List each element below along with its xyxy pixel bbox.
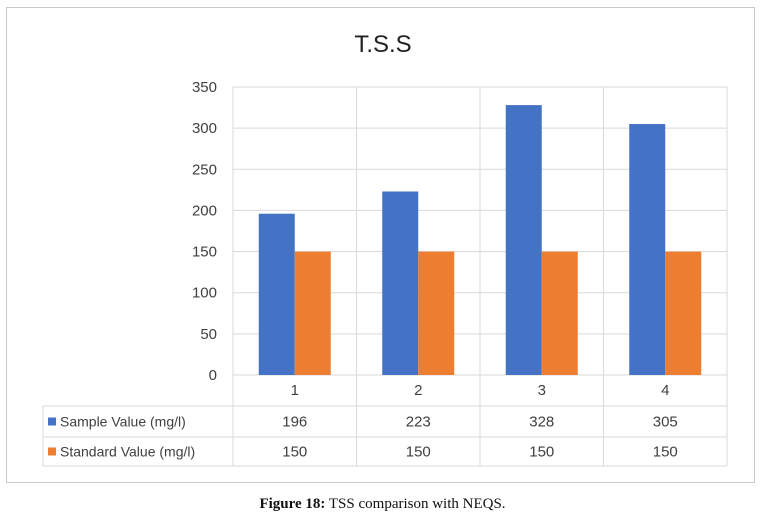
y-tick-label: 100 xyxy=(192,285,217,302)
y-tick-label: 250 xyxy=(192,161,217,178)
chart-title: T.S.S xyxy=(354,31,411,58)
standard-value-bar xyxy=(541,251,578,375)
standard-legend-key xyxy=(48,447,56,456)
standard-value-bar xyxy=(418,251,455,375)
series-name: Standard Value (mg/l) xyxy=(60,444,195,460)
series-name: Sample Value (mg/l) xyxy=(60,414,186,430)
x-tick-label: 3 xyxy=(538,382,546,399)
y-tick-label: 0 xyxy=(209,367,217,384)
y-tick-label: 50 xyxy=(200,326,217,343)
figure-caption: Figure 18: TSS comparison with NEQS. xyxy=(0,496,765,513)
x-tick-label: 2 xyxy=(414,382,422,399)
data-table-value: 223 xyxy=(406,414,431,431)
data-table-value: 150 xyxy=(529,444,554,461)
data-table-value: 150 xyxy=(282,444,307,461)
x-tick-label: 1 xyxy=(291,382,299,399)
sample-legend-key xyxy=(48,417,56,426)
caption-text: TSS comparison with NEQS. xyxy=(328,496,506,512)
sample-value-bar xyxy=(629,124,666,376)
tss-chart: T.S.S 0 50 100 150 200 250 300 350 1 2 3 4 Sample Val… xyxy=(42,31,728,467)
data-table-value: 305 xyxy=(653,414,678,431)
x-tick-label: 4 xyxy=(661,382,669,399)
sample-value-bar xyxy=(382,191,419,375)
sample-value-bar xyxy=(505,105,542,376)
y-tick-label: 300 xyxy=(192,120,217,137)
standard-value-bar xyxy=(665,251,702,375)
standard-value-bar xyxy=(294,251,331,375)
data-table-value: 150 xyxy=(653,444,678,461)
data-table-value: 196 xyxy=(282,414,307,431)
data-table-value: 328 xyxy=(529,414,554,431)
caption-label: Figure 18: xyxy=(259,496,326,512)
y-tick-label: 150 xyxy=(192,244,217,261)
data-table-value: 150 xyxy=(406,444,431,461)
y-tick-label: 200 xyxy=(192,202,217,219)
sample-value-bar xyxy=(258,213,295,375)
y-tick-label: 350 xyxy=(192,79,217,96)
